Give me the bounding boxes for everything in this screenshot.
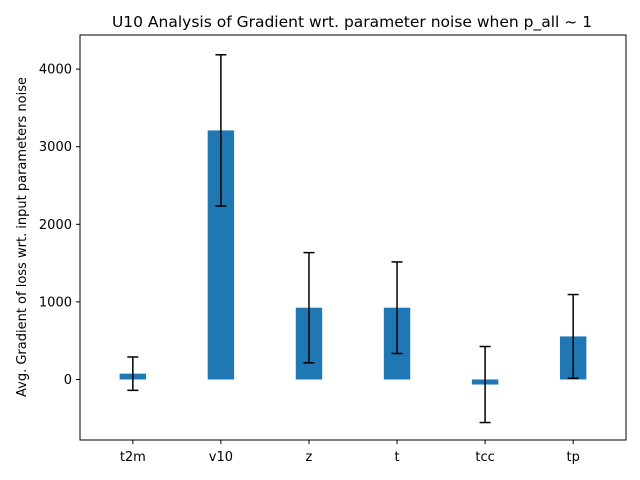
y-tick-label: 1000: [39, 295, 72, 310]
errorbar-tp: [567, 293, 579, 380]
bars-layer: [119, 130, 587, 385]
errorbars-layer: [127, 54, 579, 424]
y-tick-label: 2000: [39, 218, 72, 233]
errorbar-z: [303, 251, 315, 364]
y-tick-label: 3000: [39, 140, 72, 155]
x-tick-label: t2m: [120, 450, 146, 465]
x-tick-label: v10: [209, 450, 233, 465]
y-axis-title: Avg. Gradient of loss wrt. input paramet…: [15, 77, 30, 397]
y-axis: 0 1000 2000 3000 4000: [39, 63, 80, 388]
errorbar-t: [391, 261, 403, 355]
y-tick-label: 4000: [39, 63, 72, 78]
x-axis: t2m v10 z t tcc tp: [120, 440, 580, 465]
errorbar-v10: [215, 54, 227, 207]
x-tick-label: tcc: [475, 450, 494, 465]
errorbar-t2m: [127, 356, 139, 392]
chart-title: U10 Analysis of Gradient wrt. parameter …: [112, 13, 592, 32]
x-tick-label: tp: [566, 450, 579, 465]
errorbar-tcc: [479, 345, 491, 424]
y-tick-label: 0: [64, 373, 72, 388]
x-tick-label: z: [306, 450, 313, 465]
x-tick-label: t: [394, 450, 399, 465]
plot-frame: [79, 34, 627, 441]
